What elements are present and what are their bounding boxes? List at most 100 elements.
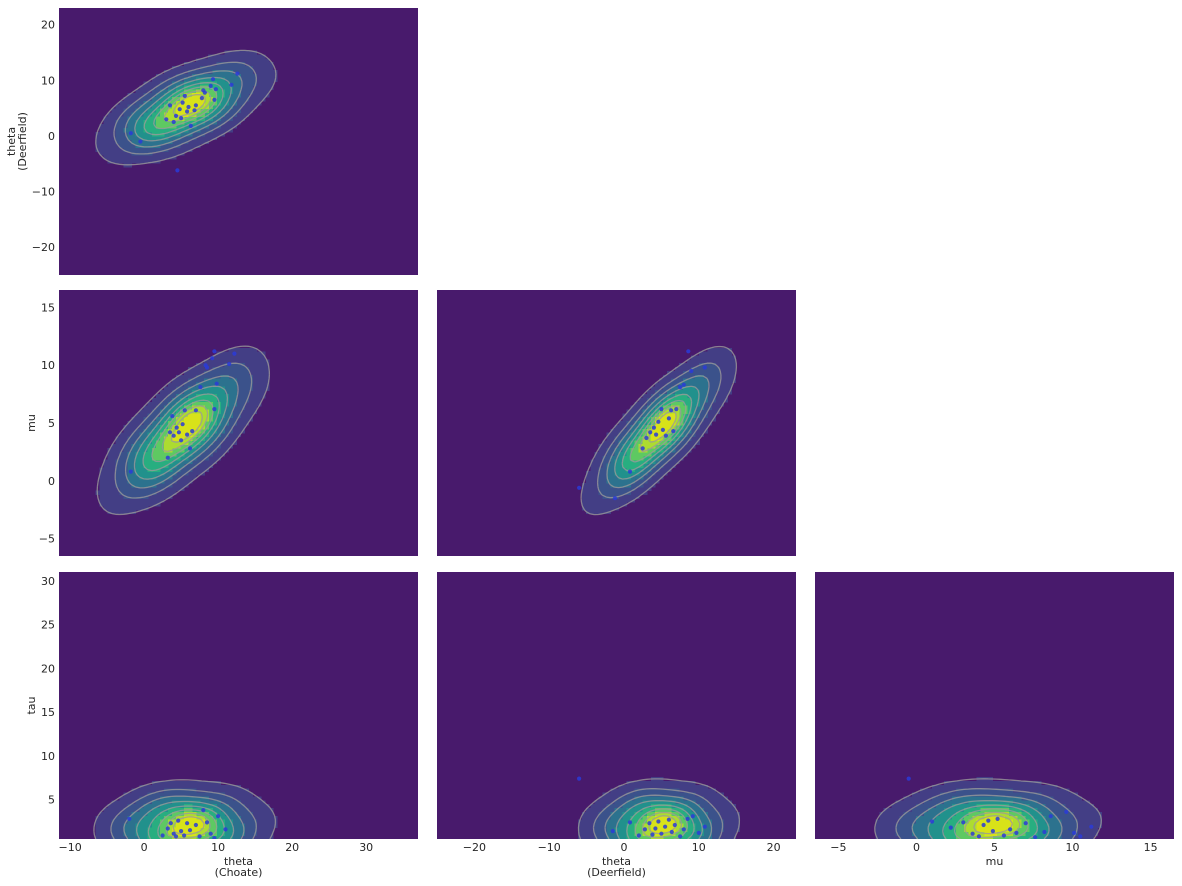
data-point	[185, 432, 190, 437]
y-tick-label: 15	[41, 706, 55, 719]
data-point	[685, 816, 690, 822]
data-point	[175, 168, 180, 173]
data-point	[212, 349, 217, 354]
data-point	[666, 416, 672, 421]
data-point	[165, 826, 170, 831]
y-axis-label: theta	[5, 127, 18, 156]
data-point	[214, 381, 219, 386]
data-point	[1089, 824, 1094, 829]
data-point	[990, 829, 996, 834]
data-point	[1001, 833, 1007, 838]
data-point	[1064, 809, 1069, 815]
data-point	[961, 820, 966, 825]
kde-contour-line-3	[124, 70, 243, 148]
data-point	[192, 108, 197, 113]
data-point	[948, 825, 953, 830]
panel-mu-vs-choate: −5 0 5 10 15 mu	[25, 290, 418, 556]
kde-contour-line-2	[596, 362, 722, 499]
data-point	[686, 349, 691, 354]
x-tick-label: −10	[58, 841, 81, 854]
data-point	[212, 836, 217, 839]
x-tick-label: 0	[913, 841, 920, 854]
data-point	[167, 430, 173, 435]
y-tick-label: −5	[39, 533, 55, 546]
kde-contour-line-2	[592, 788, 724, 839]
kde-contour-line-5	[142, 393, 220, 472]
y-tick-label: 0	[48, 475, 55, 488]
x-axis-label: mu	[986, 855, 1004, 868]
x-tick-label: 20	[767, 841, 781, 854]
data-point	[577, 485, 582, 490]
data-point	[232, 351, 237, 356]
data-point	[168, 821, 173, 826]
scatter-points	[128, 71, 240, 173]
data-point	[577, 776, 582, 781]
data-point	[627, 469, 633, 474]
data-point	[696, 830, 701, 836]
data-point	[640, 446, 645, 451]
data-point	[182, 833, 187, 838]
x-tick-label: 10	[1066, 841, 1080, 854]
x-axis-label: theta	[224, 855, 253, 868]
data-point	[208, 831, 213, 836]
data-point	[212, 97, 217, 102]
y-axis-label: mu	[25, 414, 38, 432]
data-point	[663, 433, 669, 438]
x-tick-label: 20	[285, 841, 299, 854]
data-point	[193, 822, 198, 828]
kde-contour-line-1	[93, 779, 277, 839]
y-tick-label: 0	[48, 130, 55, 143]
data-point	[1008, 827, 1013, 832]
x-tick-label: −10	[538, 841, 561, 854]
kde-level-8	[176, 93, 205, 117]
data-point	[1048, 814, 1053, 819]
data-point	[176, 430, 181, 435]
y-tick-label: 5	[48, 417, 55, 430]
data-point	[223, 827, 228, 832]
kde-contour-line-1	[577, 778, 741, 839]
data-point	[171, 433, 176, 438]
data-point	[656, 819, 661, 824]
data-point	[970, 831, 975, 836]
kde-contour-line-2	[113, 61, 257, 155]
data-point	[182, 408, 187, 413]
data-point	[164, 117, 169, 122]
data-point	[179, 116, 184, 121]
data-point	[647, 821, 652, 826]
data-point	[930, 819, 935, 824]
data-point	[644, 435, 649, 441]
data-point	[213, 87, 218, 92]
kde-contour-line-2	[114, 362, 253, 499]
data-point	[648, 430, 653, 435]
data-point	[976, 834, 982, 839]
scatter-points	[128, 349, 237, 474]
scatter-points	[127, 808, 228, 839]
x-tick-label: 0	[621, 841, 628, 854]
data-point	[179, 438, 184, 443]
y-axis-label: tau	[25, 696, 38, 714]
kde-contour-line-7	[639, 405, 682, 453]
data-point	[612, 496, 618, 501]
kde-contour-line-1	[96, 345, 271, 516]
kde-contour-line-4	[615, 799, 703, 839]
y-tick-label: 20	[41, 662, 55, 675]
data-point	[201, 808, 206, 813]
kde-contour-line-7	[161, 405, 209, 453]
y-tick-label: −20	[32, 241, 55, 254]
kde-contour-line-2	[110, 788, 257, 839]
data-point	[173, 834, 179, 839]
data-point	[906, 776, 911, 781]
data-point	[653, 826, 658, 831]
data-point	[1078, 834, 1083, 839]
panel-tau-vs-deerfield: −20 −10 0 10 20 theta(Deerfield)	[437, 572, 796, 879]
data-point	[210, 77, 216, 82]
scatter-points	[577, 776, 707, 839]
data-point	[193, 408, 198, 413]
data-point	[702, 824, 707, 829]
x-tick-label: 15	[1144, 841, 1158, 854]
data-point	[651, 425, 657, 430]
data-point	[659, 831, 664, 836]
y-tick-label: 5	[48, 794, 55, 807]
data-point	[193, 103, 198, 108]
data-point	[176, 818, 181, 823]
